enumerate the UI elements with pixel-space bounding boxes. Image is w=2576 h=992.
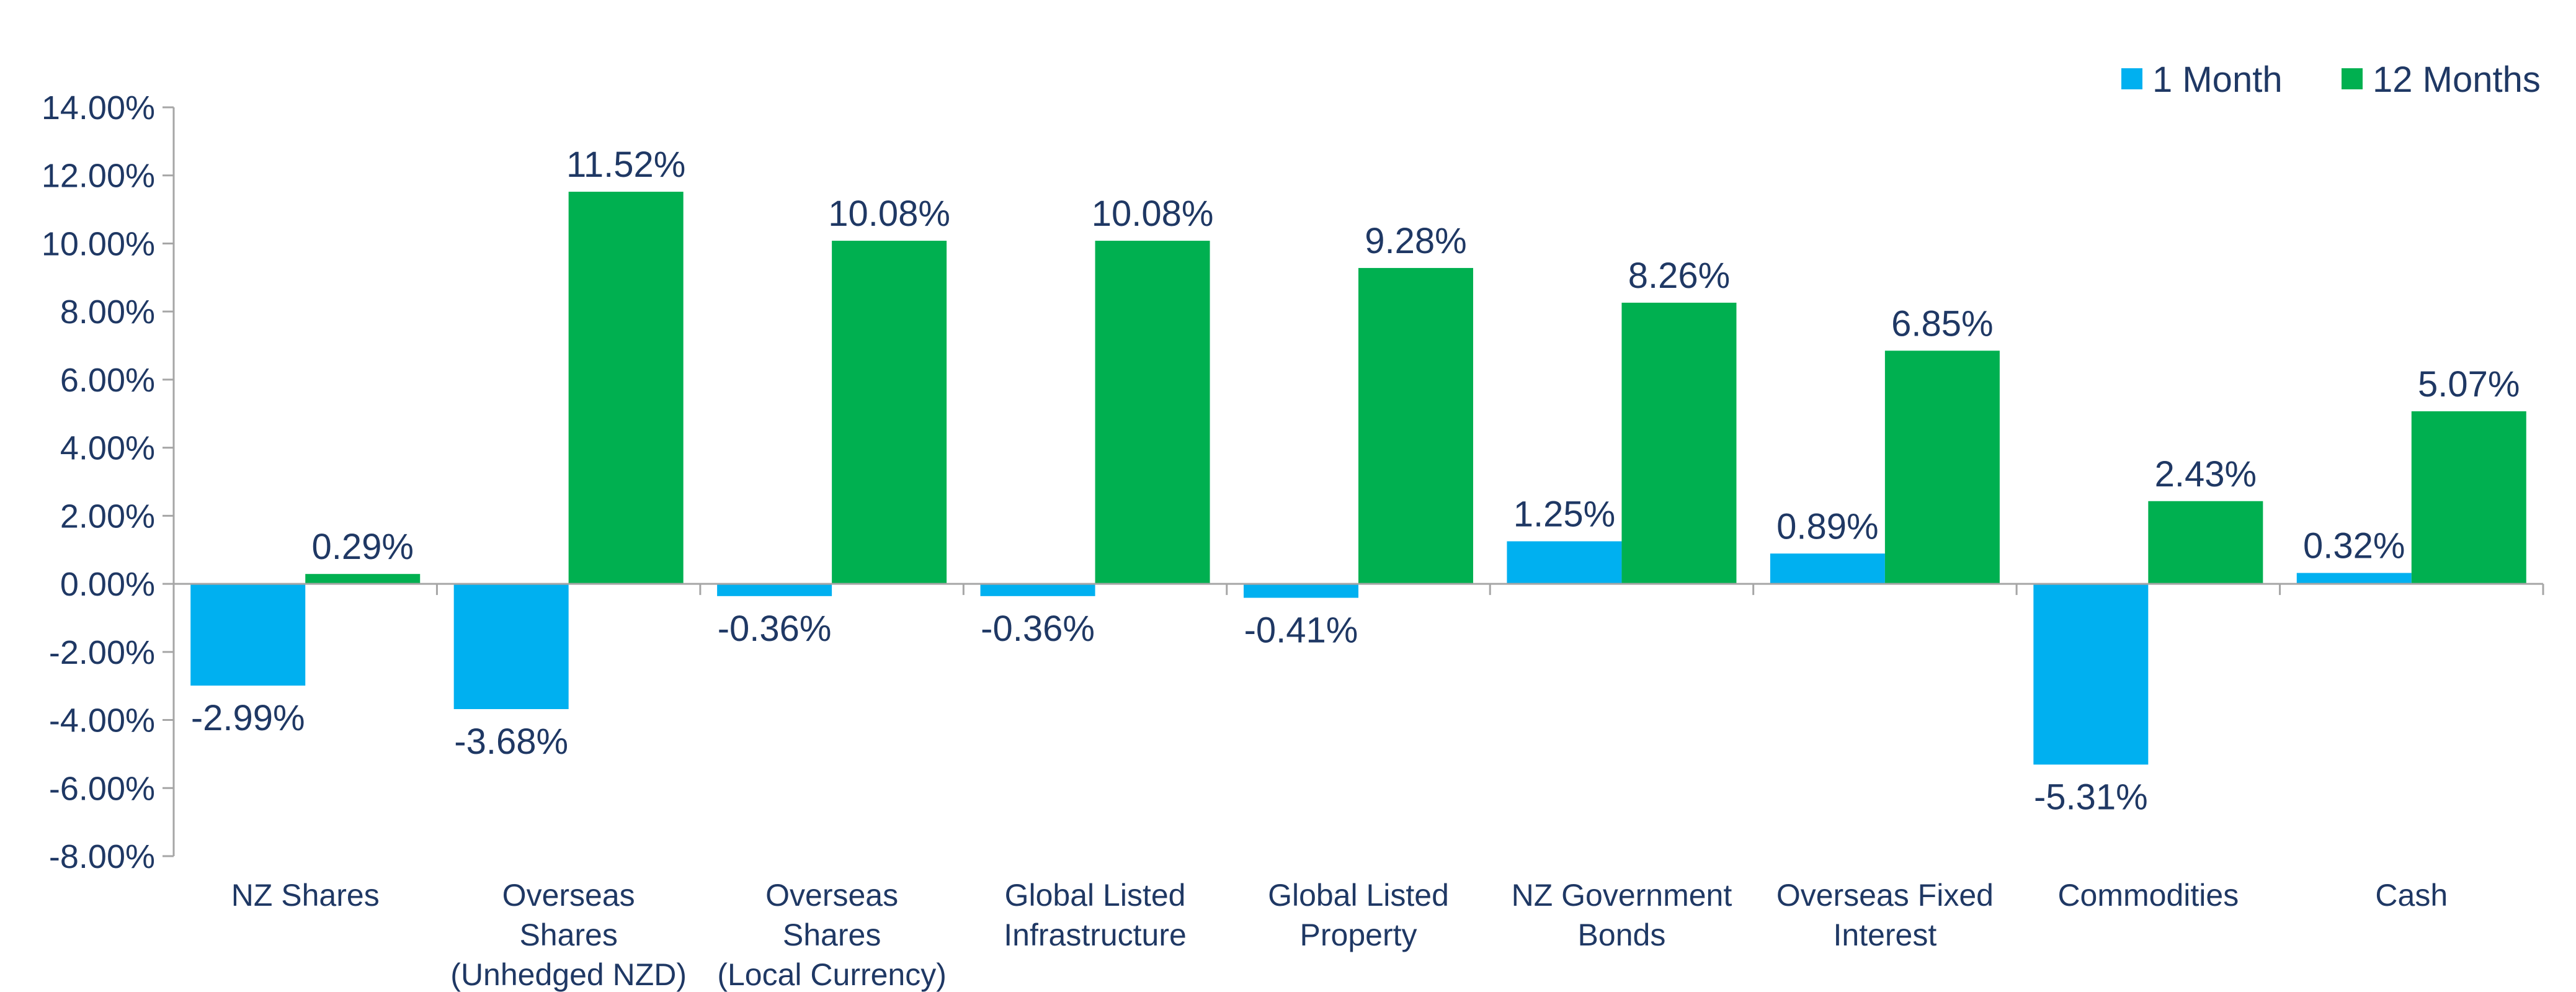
- data-label: 9.28%: [1365, 221, 1466, 261]
- bar-12-months: [568, 192, 684, 584]
- category-labels: NZ Shares Overseas Shares (Unhedged NZD) Ove…: [231, 878, 2448, 992]
- category-label: NZ Government Bonds: [1512, 878, 1732, 952]
- y-tick-label: 0.00%: [60, 566, 155, 603]
- bar-1-month: [453, 584, 569, 709]
- data-label: 10.08%: [1092, 194, 1214, 234]
- bar-12-months: [1621, 302, 1737, 584]
- bar-12-months: [1095, 241, 1210, 584]
- category-label: Cash: [2375, 878, 2448, 913]
- data-label: -0.36%: [718, 609, 832, 649]
- y-tick-label: 10.00%: [42, 225, 155, 262]
- y-axis: 14.00% 12.00% 10.00% 8.00% 6.00% 4.00% 2.00% 0.…: [42, 89, 175, 875]
- y-tick-label: 2.00%: [60, 498, 155, 535]
- category-label: Global Listed Infrastructure: [1004, 878, 1187, 952]
- legend: 1 Month 12 Months: [2121, 60, 2541, 100]
- data-label: 5.07%: [2418, 364, 2520, 404]
- bar-1-month: [1770, 553, 1885, 584]
- data-label: 1.25%: [1513, 494, 1615, 535]
- data-label: 0.29%: [311, 527, 413, 567]
- data-label: 10.08%: [828, 194, 950, 234]
- y-tick-label: 12.00%: [42, 158, 155, 195]
- legend-swatch: [2342, 68, 2363, 89]
- bar-1-month: [2296, 573, 2412, 584]
- data-label: -5.31%: [2034, 777, 2148, 817]
- data-label: -0.36%: [981, 609, 1095, 649]
- legend-label: 1 Month: [2152, 60, 2283, 100]
- data-labels: -2.99% -3.68% -0.36% -0.36% -0.41% 1.25% 0.89%…: [191, 145, 2520, 817]
- legend-swatch: [2121, 68, 2142, 89]
- y-tick-label: -2.00%: [49, 634, 155, 671]
- category-label: Overseas Shares (Unhedged NZD): [450, 878, 687, 992]
- y-tick-label: -6.00%: [49, 770, 155, 807]
- data-label: -0.41%: [1244, 610, 1358, 651]
- bar-1-month: [1244, 584, 1358, 598]
- bar-1-month: [980, 584, 1095, 596]
- data-label: 0.89%: [1776, 506, 1878, 547]
- y-tick-label: -8.00%: [49, 838, 155, 875]
- bar-1-month: [2033, 584, 2149, 765]
- bar-12-months: [832, 241, 947, 584]
- bar-1-month: [717, 584, 832, 596]
- y-tick-label: 8.00%: [60, 293, 155, 331]
- data-label: 6.85%: [1891, 303, 1993, 344]
- data-label: 8.26%: [1628, 256, 1730, 296]
- category-label: NZ Shares: [231, 878, 380, 913]
- bars: [190, 192, 2526, 765]
- bar-1-month: [1507, 541, 1622, 584]
- data-label: 2.43%: [2155, 454, 2257, 494]
- y-tick-label: 14.00%: [42, 89, 155, 127]
- category-label: Overseas Shares (Local Currency): [717, 878, 947, 992]
- category-label: Commodities: [2057, 878, 2239, 913]
- data-label: 11.52%: [566, 145, 685, 185]
- y-tick-label: 6.00%: [60, 362, 155, 399]
- bar-12-months: [2411, 411, 2526, 584]
- y-tick-label: -4.00%: [49, 702, 155, 740]
- x-axis: [172, 583, 2544, 596]
- data-label: 0.32%: [2303, 526, 2405, 566]
- bar-12-months: [305, 574, 421, 584]
- data-label: -2.99%: [191, 698, 305, 738]
- bar-12-months: [1884, 351, 2000, 584]
- data-label: -3.68%: [454, 722, 568, 762]
- bar-12-months: [1358, 267, 1473, 584]
- bar-12-months: [2148, 501, 2263, 584]
- bar-1-month: [190, 584, 306, 686]
- y-tick-label: 4.00%: [60, 430, 155, 467]
- category-label: Global Listed Property: [1268, 878, 1449, 952]
- category-label: Overseas Fixed Interest: [1776, 878, 1994, 952]
- legend-label: 12 Months: [2373, 60, 2541, 100]
